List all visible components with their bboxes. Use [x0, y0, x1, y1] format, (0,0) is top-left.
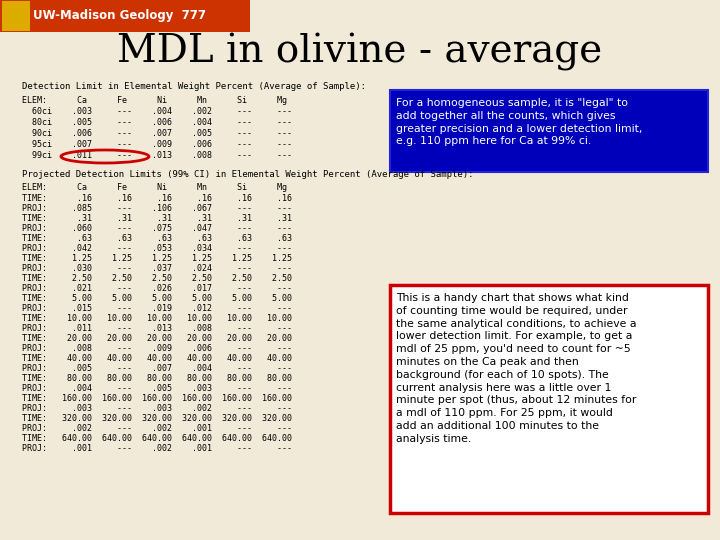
Text: TIME:   160.00  160.00  160.00  160.00  160.00  160.00: TIME: 160.00 160.00 160.00 160.00 160.00… — [22, 394, 292, 403]
Text: MDL in olivine - average: MDL in olivine - average — [117, 33, 603, 71]
Text: PROJ:     .004     ---    .005    .003     ---     ---: PROJ: .004 --- .005 .003 --- --- — [22, 384, 292, 393]
Bar — [390, 90, 708, 172]
Text: PROJ:     .008     ---    .009    .006     ---     ---: PROJ: .008 --- .009 .006 --- --- — [22, 344, 292, 353]
Text: TIME:     1.25    1.25    1.25    1.25    1.25    1.25: TIME: 1.25 1.25 1.25 1.25 1.25 1.25 — [22, 254, 292, 263]
Text: PROJ:     .030     ---    .037    .024     ---     ---: PROJ: .030 --- .037 .024 --- --- — [22, 264, 292, 273]
Text: 99ci    .011     ---    .013    .008     ---     ---: 99ci .011 --- .013 .008 --- --- — [22, 151, 292, 160]
Text: TIME:     2.50    2.50    2.50    2.50    2.50    2.50: TIME: 2.50 2.50 2.50 2.50 2.50 2.50 — [22, 274, 292, 283]
Text: PROJ:     .015     ---    .019    .012     ---     ---: PROJ: .015 --- .019 .012 --- --- — [22, 304, 292, 313]
Text: Detection Limit in Elemental Weight Percent (Average of Sample):: Detection Limit in Elemental Weight Perc… — [22, 82, 366, 91]
Text: This is a handy chart that shows what kind
of counting time would be required, u: This is a handy chart that shows what ki… — [396, 293, 636, 444]
Text: PROJ:     .001     ---    .002    .001     ---     ---: PROJ: .001 --- .002 .001 --- --- — [22, 444, 292, 453]
Text: PROJ:     .060     ---    .075    .047     ---     ---: PROJ: .060 --- .075 .047 --- --- — [22, 224, 292, 233]
Text: 60ci    .003     ---    .004    .002     ---     ---: 60ci .003 --- .004 .002 --- --- — [22, 107, 292, 116]
Text: PROJ:     .011     ---    .013    .008     ---     ---: PROJ: .011 --- .013 .008 --- --- — [22, 324, 292, 333]
Text: TIME:    10.00   10.00   10.00   10.00   10.00   10.00: TIME: 10.00 10.00 10.00 10.00 10.00 10.0… — [22, 314, 292, 323]
Text: For a homogeneous sample, it is "legal" to
add together all the counts, which gi: For a homogeneous sample, it is "legal" … — [396, 98, 642, 146]
Text: TIME:      .63     .63     .63     .63     .63     .63: TIME: .63 .63 .63 .63 .63 .63 — [22, 234, 292, 243]
Text: TIME:   320.00  320.00  320.00  320.00  320.00  320.00: TIME: 320.00 320.00 320.00 320.00 320.00… — [22, 414, 292, 423]
Text: TIME:      .16     .16     .16     .16     .16     .16: TIME: .16 .16 .16 .16 .16 .16 — [22, 194, 292, 203]
Text: PROJ:     .002     ---    .002    .001     ---     ---: PROJ: .002 --- .002 .001 --- --- — [22, 424, 292, 433]
Text: 95ci    .007     ---    .009    .006     ---     ---: 95ci .007 --- .009 .006 --- --- — [22, 140, 292, 149]
Text: ELEM:      Ca      Fe      Ni      Mn      Si      Mg: ELEM: Ca Fe Ni Mn Si Mg — [22, 183, 287, 192]
Bar — [390, 285, 708, 513]
Text: TIME:     5.00    5.00    5.00    5.00    5.00    5.00: TIME: 5.00 5.00 5.00 5.00 5.00 5.00 — [22, 294, 292, 303]
Text: ELEM:      Ca      Fe      Ni      Mn      Si      Mg: ELEM: Ca Fe Ni Mn Si Mg — [22, 96, 287, 105]
Text: PROJ:     .042     ---    .053    .034     ---     ---: PROJ: .042 --- .053 .034 --- --- — [22, 244, 292, 253]
Text: PROJ:     .005     ---    .007    .004     ---     ---: PROJ: .005 --- .007 .004 --- --- — [22, 364, 292, 373]
Bar — [0, 0, 250, 32]
Text: PROJ:     .085     ---    .106    .067     ---     ---: PROJ: .085 --- .106 .067 --- --- — [22, 204, 292, 213]
Text: TIME:      .31     .31     .31     .31     .31     .31: TIME: .31 .31 .31 .31 .31 .31 — [22, 214, 292, 223]
Text: TIME:   640.00  640.00  640.00  640.00  640.00  640.00: TIME: 640.00 640.00 640.00 640.00 640.00… — [22, 434, 292, 443]
Text: 90ci    .006     ---    .007    .005     ---     ---: 90ci .006 --- .007 .005 --- --- — [22, 129, 292, 138]
Text: Projected Detection Limits (99% CI) in Elemental Weight Percent (Average of Samp: Projected Detection Limits (99% CI) in E… — [22, 170, 474, 179]
Text: 80ci    .005     ---    .006    .004     ---     ---: 80ci .005 --- .006 .004 --- --- — [22, 118, 292, 127]
Text: TIME:    40.00   40.00   40.00   40.00   40.00   40.00: TIME: 40.00 40.00 40.00 40.00 40.00 40.0… — [22, 354, 292, 363]
Text: PROJ:     .003     ---    .003    .002     ---     ---: PROJ: .003 --- .003 .002 --- --- — [22, 404, 292, 413]
Text: UW-Madison Geology  777: UW-Madison Geology 777 — [33, 10, 206, 23]
Text: TIME:    20.00   20.00   20.00   20.00   20.00   20.00: TIME: 20.00 20.00 20.00 20.00 20.00 20.0… — [22, 334, 292, 343]
Text: PROJ:     .021     ---    .026    .017     ---     ---: PROJ: .021 --- .026 .017 --- --- — [22, 284, 292, 293]
Text: TIME:    80.00   80.00   80.00   80.00   80.00   80.00: TIME: 80.00 80.00 80.00 80.00 80.00 80.0… — [22, 374, 292, 383]
Bar — [2, 1, 30, 31]
